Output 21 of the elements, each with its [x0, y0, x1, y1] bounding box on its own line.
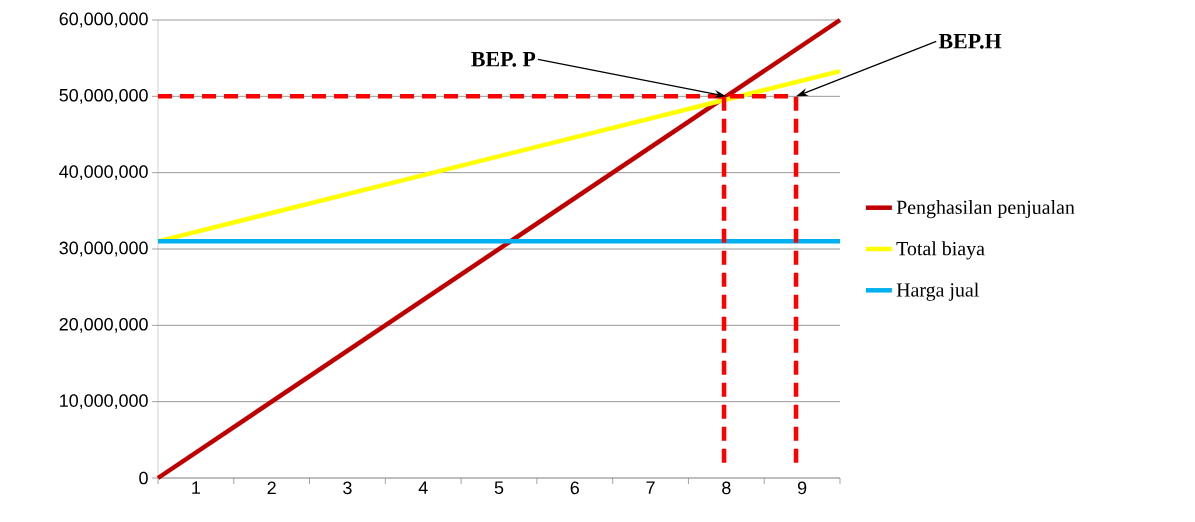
annotation: BEP.H: [938, 33, 1002, 49]
x-tick-label: 7: [646, 481, 655, 494]
x-tick-label: 4: [418, 481, 428, 494]
legend-label: Total biaya: [896, 241, 985, 260]
x-tick-label: 3: [343, 481, 352, 495]
annotation: BEP. P: [471, 51, 536, 67]
x-tick-label: 5: [494, 481, 504, 495]
y-tick-label: 0: [139, 471, 148, 485]
y-tick-label: 50,000,000: [59, 88, 148, 104]
y-tick-label: 10,000,000: [60, 394, 148, 410]
x-tick-label: 8: [722, 481, 731, 495]
y-tick-label: 30,000,000: [59, 241, 148, 257]
legend-label: Penghasilan penjualan: [896, 200, 1075, 219]
y-tick-label: 20,000,000: [59, 317, 148, 333]
y-tick-label: 60,000,000: [59, 12, 148, 28]
y-tick-label: 40,000,000: [59, 165, 148, 181]
legend-label: Harga jual: [896, 282, 979, 301]
x-tick-label: 2: [267, 481, 276, 495]
x-tick-label: 9: [797, 481, 807, 495]
x-tick-label: 1: [192, 481, 200, 494]
x-tick-label: 6: [570, 481, 579, 495]
